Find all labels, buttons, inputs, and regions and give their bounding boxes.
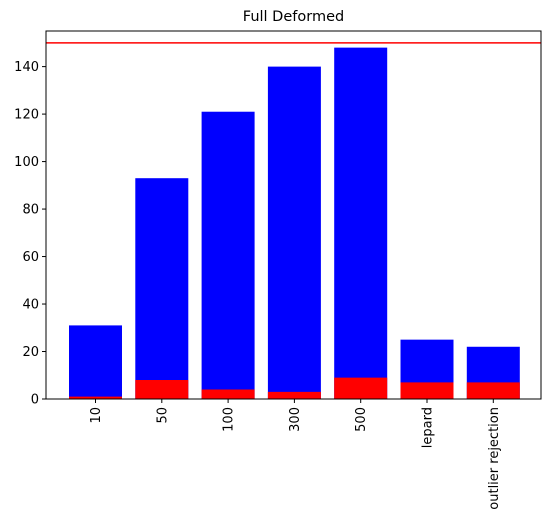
y-tick-label: 80	[22, 203, 39, 218]
x-tick-label: 100	[222, 407, 237, 432]
x-tick-label: outlier rejection	[487, 407, 502, 510]
y-tick-label: 100	[14, 155, 39, 170]
y-tick-label: 60	[22, 250, 39, 265]
bar-series2-100	[201, 389, 255, 399]
x-tick-label: 500	[354, 407, 369, 432]
bar-series1-10	[69, 325, 122, 399]
bar-series1-100	[201, 111, 255, 399]
chart-title: Full Deformed	[243, 9, 344, 25]
y-tick-label: 20	[22, 345, 39, 360]
x-tick-label: 10	[89, 407, 104, 424]
bar-series2-lepard	[400, 382, 454, 399]
y-tick-label: 40	[22, 298, 39, 313]
bar-series2-10	[69, 396, 122, 399]
bar-series1-500	[334, 47, 388, 399]
bar-series1-50	[135, 178, 189, 399]
x-tick-label: 300	[288, 407, 303, 432]
y-tick-label: 0	[31, 393, 39, 408]
bar-series2-50	[135, 380, 189, 399]
bar-series1-300	[267, 66, 321, 399]
bar-series2-300	[267, 391, 321, 399]
x-tick-label: 50	[155, 407, 170, 424]
plot-area: 0 20 40 60 80 100 120 140 10 50 100 300 500 lepard out…	[14, 42, 541, 510]
y-tick-label: 140	[14, 60, 39, 75]
bar-series2-500	[334, 377, 388, 399]
x-tick-label: lepard	[421, 407, 436, 448]
axes-frame	[45, 30, 542, 400]
y-tick-label: 120	[14, 108, 39, 123]
bar-series2-outlier-rejection	[466, 382, 520, 399]
